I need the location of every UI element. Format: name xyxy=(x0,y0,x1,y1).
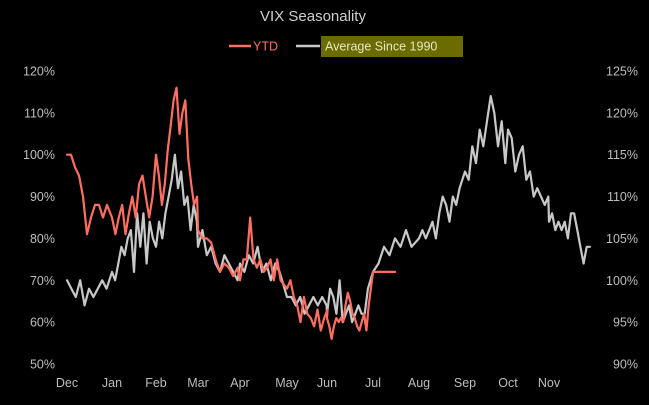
x-tick-label: Feb xyxy=(145,376,167,390)
x-tick-label: Jul xyxy=(365,376,381,390)
right-y-tick-label: 90% xyxy=(613,358,638,372)
series-line-average-since-1990 xyxy=(65,95,591,324)
left-y-tick-label: 80% xyxy=(30,232,55,246)
x-tick-label: Dec xyxy=(56,376,78,390)
right-y-tick-label: 95% xyxy=(613,316,638,330)
x-tick-label: Sep xyxy=(454,376,476,390)
x-tick-label: Nov xyxy=(538,376,561,390)
x-tick-label: Apr xyxy=(230,376,249,390)
left-y-tick-label: 90% xyxy=(30,190,55,204)
right-y-tick-label: 120% xyxy=(606,106,638,120)
right-y-tick-label: 100% xyxy=(606,274,638,288)
left-y-tick-label: 100% xyxy=(23,148,55,162)
right-y-tick-label: 115% xyxy=(607,148,638,162)
x-axis: Dec Jan Feb Mar Apr May Jun Jul Aug Sep Oct Nov xyxy=(56,376,561,390)
legend-label-ytd: YTD xyxy=(253,40,278,54)
left-y-tick-label: 110% xyxy=(24,106,55,120)
series-line-ytd xyxy=(65,86,397,340)
x-tick-label: May xyxy=(275,376,299,390)
chart-title: VIX Seasonality xyxy=(260,8,366,25)
right-y-axis: 90% 95% 100% 105% 110% 115% 120% 125% xyxy=(606,65,638,372)
left-y-tick-label: 120% xyxy=(23,65,55,79)
series-layer xyxy=(65,86,591,340)
legend: YTD Average Since 1990 xyxy=(229,36,463,57)
left-y-axis: 50% 60% 70% 80% 90% 100% 110% 120% xyxy=(23,65,55,372)
x-tick-label: Jun xyxy=(317,376,337,390)
right-y-tick-label: 105% xyxy=(606,232,638,246)
left-y-tick-label: 70% xyxy=(30,274,55,288)
right-y-tick-label: 125% xyxy=(606,65,638,79)
left-y-tick-label: 50% xyxy=(30,358,55,372)
x-tick-label: Aug xyxy=(408,376,430,390)
x-tick-label: Mar xyxy=(187,376,209,390)
x-tick-label: Jan xyxy=(102,376,122,390)
right-y-tick-label: 110% xyxy=(607,190,638,204)
left-y-tick-label: 60% xyxy=(30,316,55,330)
legend-label-average: Average Since 1990 xyxy=(325,40,437,54)
x-tick-label: Oct xyxy=(498,376,518,390)
legend-highlight-average xyxy=(321,36,463,57)
